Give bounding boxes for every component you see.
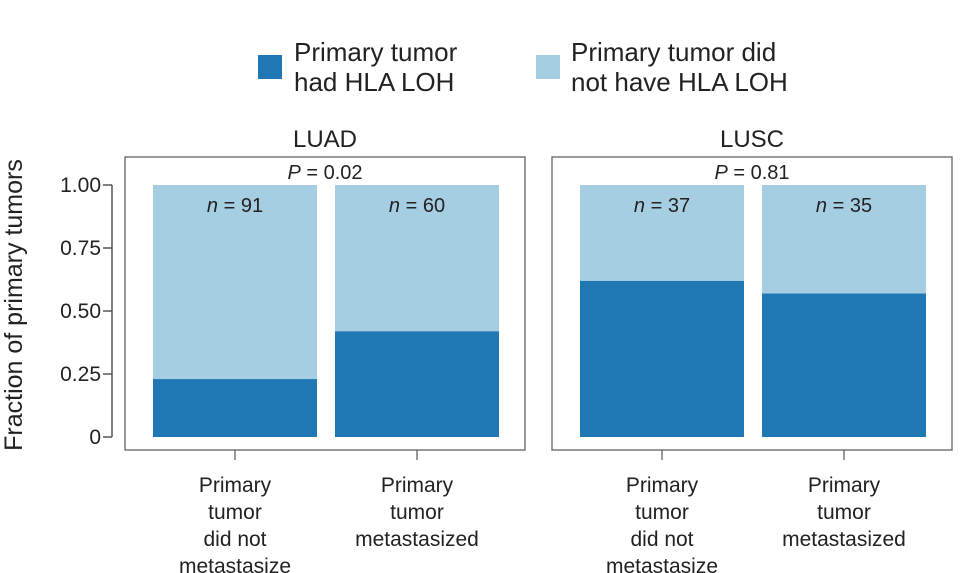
panel-title: LUAD — [293, 126, 357, 153]
bar-had-hla-loh-1 — [153, 379, 317, 437]
bar-no-hla-loh-1 — [153, 185, 317, 380]
legend-swatch-1 — [258, 55, 282, 79]
panel-frame — [551, 156, 953, 451]
y-tick-label: 1.00 — [60, 174, 101, 197]
panel-frame — [124, 156, 526, 451]
legend-label-2: Primary tumor did — [571, 37, 776, 67]
y-axis: 0 0.25 0.50 0.75 1.00 Fraction of primary tum… — [0, 159, 113, 451]
legend-swatch-2 — [536, 55, 560, 79]
p-value-label: P = 0.81 — [714, 162, 789, 184]
x-category-label: metastasized — [355, 528, 479, 551]
panels: LUAD n = 91 Primary tumor did not metastasize… — [124, 126, 953, 573]
panel-luad: LUAD n = 91 Primary tumor did not metastasize… — [124, 126, 526, 573]
x-category-label: metastasize — [179, 555, 291, 573]
bar-no-hla-loh-2 — [762, 185, 926, 294]
x-category-label: did not — [630, 528, 693, 551]
panel-title: LUSC — [720, 126, 784, 153]
n-label: n = 35 — [816, 195, 872, 217]
x-category-label: tumor — [390, 501, 444, 524]
bar-no-hla-loh-2 — [335, 185, 499, 332]
legend-label-1: Primary tumor — [294, 37, 458, 67]
y-tick-label: 0.50 — [60, 300, 101, 323]
y-tick-label: 0.75 — [60, 237, 101, 260]
p-value-label: P = 0.02 — [287, 162, 362, 184]
x-category-label: tumor — [635, 501, 689, 524]
x-category-label: Primary — [381, 474, 454, 497]
panel-lusc: LUSC n = 37 Primary tumor did not metastasize… — [551, 126, 953, 573]
bar-no-hla-loh-1 — [580, 185, 744, 281]
bar-had-hla-loh-2 — [762, 293, 926, 437]
x-category-label: Primary — [199, 474, 272, 497]
x-category-label: tumor — [208, 501, 262, 524]
y-tick-label: 0 — [89, 426, 101, 449]
x-category-label: Primary — [626, 474, 699, 497]
legend-label-1: had HLA LOH — [294, 67, 454, 97]
n-label: n = 37 — [634, 195, 690, 217]
legend-label-2: not have HLA LOH — [571, 67, 788, 97]
bar-had-hla-loh-1 — [580, 280, 744, 437]
x-category-label: metastasize — [606, 555, 718, 573]
x-category-label: metastasized — [782, 528, 906, 551]
x-category-label: Primary — [808, 474, 881, 497]
n-label: n = 60 — [389, 195, 445, 217]
y-tick-label: 0.25 — [60, 363, 101, 386]
bar-had-hla-loh-2 — [335, 331, 499, 437]
x-category-label: tumor — [817, 501, 871, 524]
n-label: n = 91 — [207, 195, 263, 217]
y-axis-label: Fraction of primary tumors — [0, 159, 28, 451]
x-category-label: did not — [203, 528, 266, 551]
